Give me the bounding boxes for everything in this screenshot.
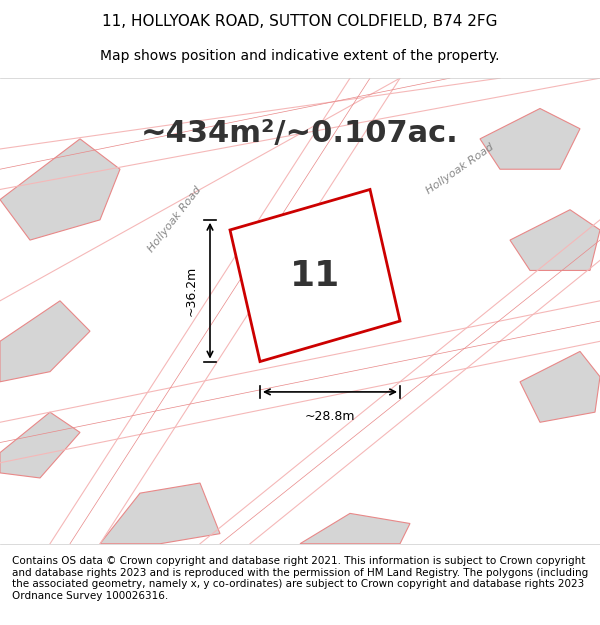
Text: ~36.2m: ~36.2m: [185, 266, 198, 316]
Polygon shape: [0, 139, 120, 240]
Text: Contains OS data © Crown copyright and database right 2021. This information is : Contains OS data © Crown copyright and d…: [12, 556, 588, 601]
Text: ~434m²/~0.107ac.: ~434m²/~0.107ac.: [141, 119, 459, 148]
Text: Hollyoak Road: Hollyoak Road: [424, 142, 496, 196]
Polygon shape: [520, 351, 600, 423]
Text: ~28.8m: ~28.8m: [305, 410, 355, 423]
Polygon shape: [510, 210, 600, 271]
Polygon shape: [300, 513, 410, 544]
Polygon shape: [480, 109, 580, 169]
Text: Map shows position and indicative extent of the property.: Map shows position and indicative extent…: [100, 49, 500, 63]
Polygon shape: [0, 412, 80, 478]
Text: Hollyoak Road: Hollyoak Road: [146, 185, 203, 254]
Polygon shape: [0, 301, 90, 382]
Text: 11: 11: [290, 259, 340, 292]
Polygon shape: [230, 189, 400, 361]
Text: 11, HOLLYOAK ROAD, SUTTON COLDFIELD, B74 2FG: 11, HOLLYOAK ROAD, SUTTON COLDFIELD, B74…: [102, 14, 498, 29]
Polygon shape: [100, 483, 220, 544]
